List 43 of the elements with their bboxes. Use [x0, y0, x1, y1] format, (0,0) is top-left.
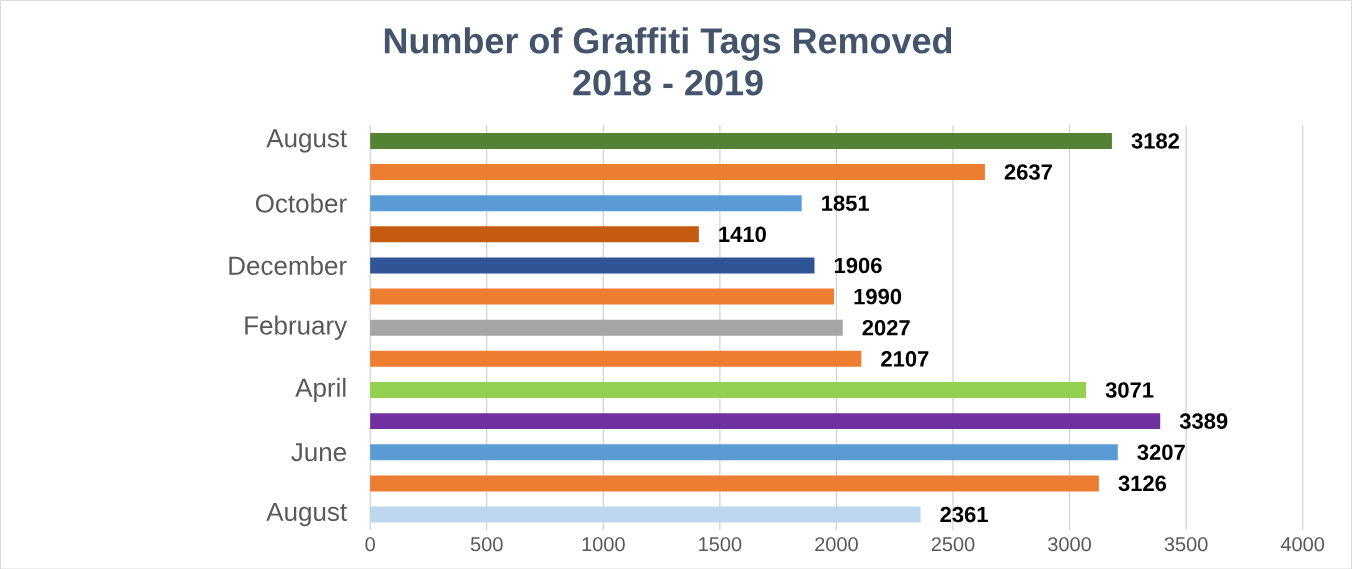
y-tick-label: August — [266, 129, 347, 153]
data-label: 2027 — [862, 319, 910, 336]
x-tick-label: 1000 — [582, 536, 625, 552]
x-tick-label: 500 — [470, 536, 503, 552]
bar — [370, 257, 815, 274]
bar — [370, 412, 1161, 429]
bar — [370, 226, 699, 243]
x-tick-label: 2000 — [815, 536, 858, 552]
bar — [370, 163, 985, 180]
data-label: 3207 — [1137, 444, 1185, 460]
x-tick-label: 3500 — [1164, 536, 1208, 552]
bar — [370, 319, 843, 336]
data-label: 2107 — [881, 350, 929, 367]
x-tick-label: 2500 — [931, 536, 975, 552]
data-label: 3182 — [1131, 132, 1180, 149]
bar — [370, 194, 802, 211]
data-label: 1851 — [822, 195, 870, 211]
y-tick-label: December — [229, 255, 347, 275]
chart-title: Number of Graffiti Tags Removed 2018 - 2019 — [384, 26, 952, 96]
bar — [370, 132, 1112, 149]
y-tick-label: October — [255, 193, 347, 213]
bar — [370, 506, 921, 523]
x-tick-label: 3000 — [1048, 536, 1091, 552]
bar — [370, 444, 1118, 461]
data-label: 3071 — [1105, 381, 1154, 398]
data-label: 1906 — [834, 257, 882, 273]
y-tick-label: April — [295, 377, 346, 402]
y-tick-label: June — [291, 442, 346, 462]
data-label: 2361 — [940, 506, 988, 523]
y-tick-label: August — [266, 502, 347, 526]
data-label: 2637 — [1004, 164, 1052, 180]
x-tick-label: 4000 — [1280, 536, 1325, 552]
x-tick-label: 1500 — [699, 536, 742, 552]
bar — [370, 475, 1099, 492]
y-tick-label: February — [245, 315, 348, 340]
bar — [370, 350, 862, 367]
bar — [370, 288, 835, 305]
bar — [370, 381, 1087, 398]
x-tick-label: 0 — [365, 536, 375, 552]
data-label: 1990 — [854, 288, 902, 305]
data-label: 1410 — [719, 226, 766, 242]
data-label: 3126 — [1118, 475, 1167, 491]
data-label: 3389 — [1179, 413, 1228, 429]
